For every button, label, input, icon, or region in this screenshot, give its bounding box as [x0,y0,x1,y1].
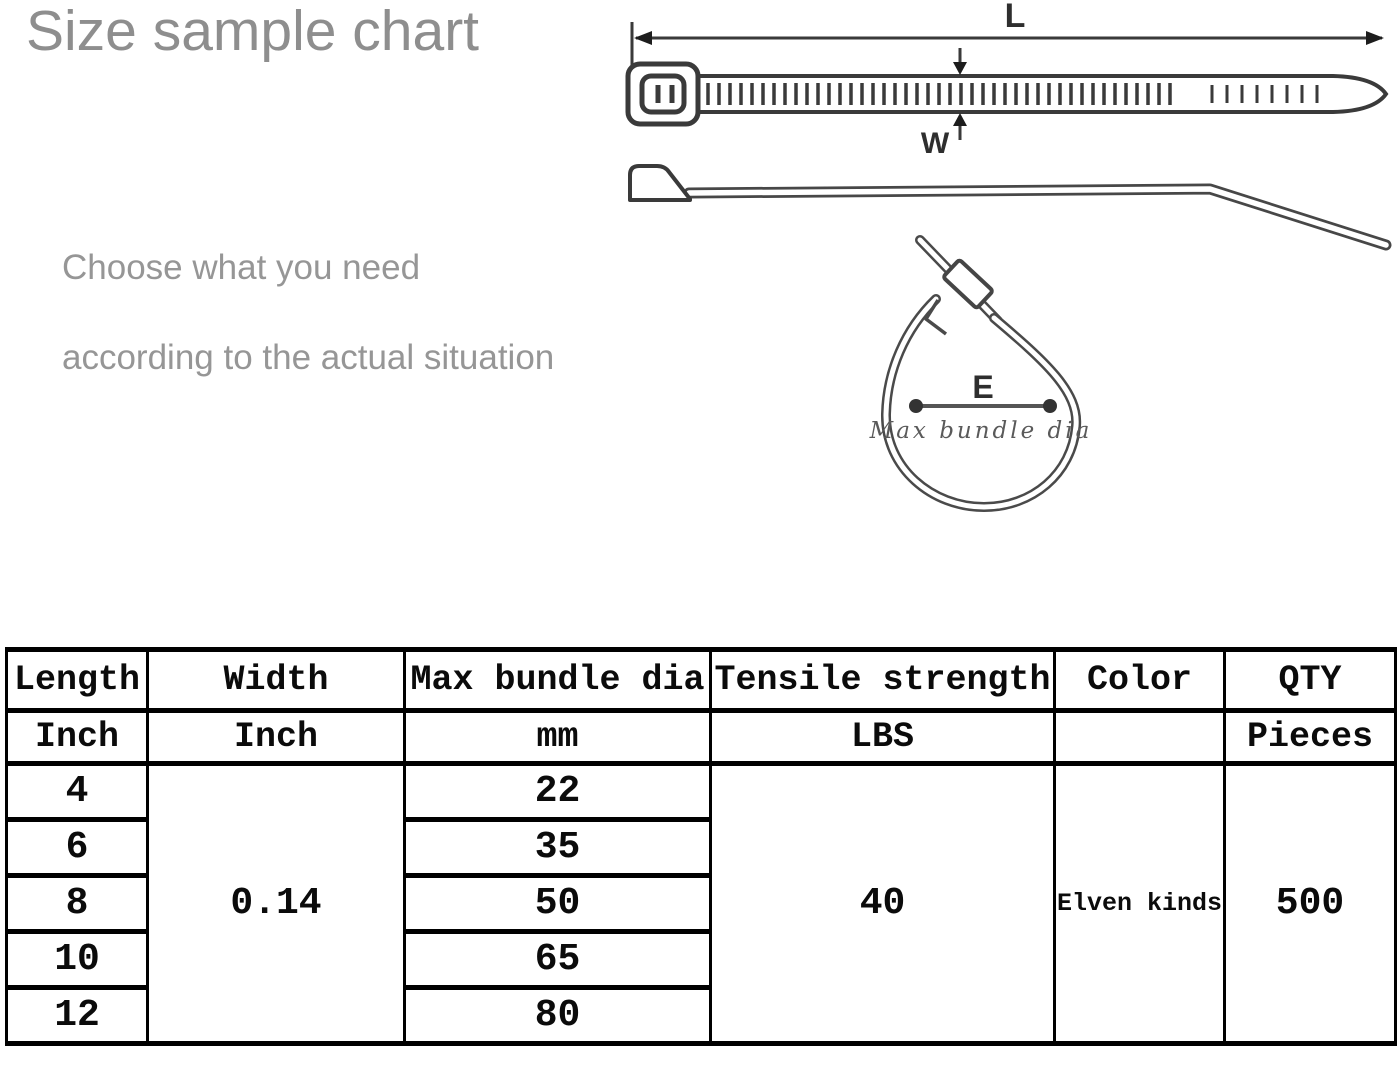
subtitle-line-1: Choose what you need [62,248,421,287]
cell-max-bundle-dia: 35 [403,817,712,878]
cell-tensile-strength-merged: 40 [709,761,1056,1046]
arrowhead-up-icon [953,113,967,126]
unit-width: Inch [146,708,406,766]
loop-lock-head [942,258,994,310]
cable-tie-top-view: L W [625,0,1389,160]
header-qty: QTY [1223,647,1397,713]
dimension-dot-left-icon [909,399,923,413]
tie-head-inner [639,73,687,115]
cable-tie-side-view [628,164,1392,251]
unit-length: Inch [5,708,149,766]
unit-tensile-strength: LBS [709,708,1056,766]
table-row: 8 50 [5,873,1396,934]
cell-max-bundle-dia: 50 [403,873,712,934]
page-title: Size sample chart [26,0,480,63]
cell-length: 10 [5,929,149,990]
header-max-bundle-dia: Max bundle dia [403,647,712,713]
cable-tie-diagram: L W E Max bundle dia [625,0,1392,513]
arrowhead-left-icon [634,31,652,45]
table-row: 6 35 [5,817,1396,878]
table-row: 10 65 [5,929,1396,990]
header-tensile-strength: Tensile strength [709,647,1056,713]
tie-head-outline [625,61,701,127]
table-row: 12 80 [5,985,1396,1046]
header-width: Width [146,647,406,713]
side-view-head [628,164,692,202]
cable-tie-loop-view: E Max bundle dia [869,235,1093,513]
strap-ribs-dense [706,83,1172,105]
header-length: Length [5,647,149,713]
unit-qty: Pieces [1223,708,1397,766]
size-table: Length Width Max bundle dia Tensile stre… [5,647,1397,1046]
cell-qty-merged: 500 [1223,761,1397,1046]
cell-length: 6 [5,817,149,878]
header-color: Color [1053,647,1226,713]
subtitle-line-2: according to the actual situation [62,338,555,377]
table-unit-row: Inch Inch mm LBS Pieces [5,708,1397,766]
dimension-dot-right-icon [1043,399,1057,413]
cell-max-bundle-dia: 22 [403,761,712,822]
arrowhead-right-icon [1366,31,1384,45]
cell-width-merged: 0.14 [146,761,406,1046]
cell-length: 12 [5,985,149,1046]
cell-max-bundle-dia: 80 [403,985,712,1046]
max-bundle-dia-caption: Max bundle dia [869,418,1093,444]
table-row: 4 0.14 22 40 Elven kinds 500 [5,761,1397,1046]
diameter-dimension-label: E [972,369,993,405]
cell-length: 4 [5,761,149,822]
unit-max-bundle-dia: mm [403,708,712,766]
cell-length: 8 [5,873,149,934]
length-dimension-label: L [1005,0,1026,35]
arrowhead-down-icon [953,62,967,75]
cell-max-bundle-dia: 65 [403,929,712,990]
table-header-row: Length Width Max bundle dia Tensile stre… [5,647,1397,713]
width-dimension-label: W [921,127,950,160]
cell-color-merged: Elven kinds [1053,761,1226,1046]
unit-color [1053,708,1226,766]
strap-ribs-sparse [1210,85,1319,103]
